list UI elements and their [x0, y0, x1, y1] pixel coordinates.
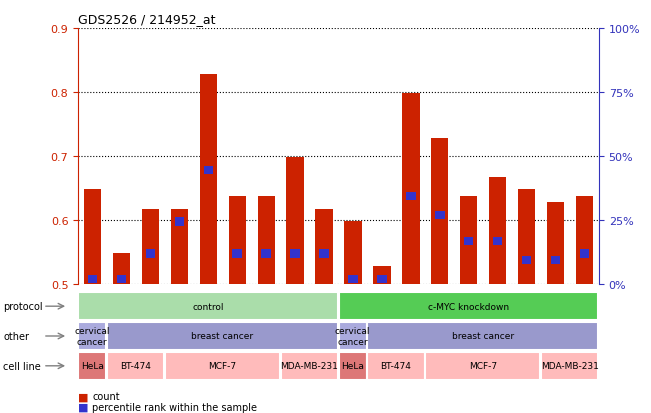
Text: cervical
cancer: cervical cancer [74, 327, 110, 346]
Bar [84, 190, 102, 285]
Text: HeLa: HeLa [341, 361, 364, 370]
Bar [286, 158, 304, 285]
Bar [262, 250, 271, 258]
Bar [431, 139, 449, 285]
Bar [88, 275, 98, 284]
Text: c-MYC knockdown: c-MYC knockdown [428, 302, 509, 311]
Text: MCF-7: MCF-7 [208, 361, 236, 370]
Bar [551, 256, 561, 264]
Bar [174, 218, 184, 226]
Bar [435, 211, 445, 220]
Bar [171, 209, 188, 285]
Bar [200, 75, 217, 285]
Text: other: other [3, 331, 29, 341]
Bar [547, 203, 564, 285]
Bar [406, 192, 415, 201]
Bar [142, 209, 159, 285]
Bar [315, 209, 333, 285]
Text: cervical
cancer: cervical cancer [335, 327, 370, 346]
Text: control: control [192, 302, 224, 311]
Bar [204, 166, 213, 175]
Text: count: count [92, 392, 120, 401]
Text: MDA-MB-231: MDA-MB-231 [281, 361, 339, 370]
Text: ■: ■ [78, 402, 89, 412]
Bar [117, 275, 126, 284]
Bar [232, 250, 242, 258]
Bar [348, 275, 358, 284]
Bar [579, 250, 589, 258]
Text: BT-474: BT-474 [120, 361, 151, 370]
Text: cell line: cell line [3, 361, 41, 371]
Bar [518, 190, 535, 285]
Bar [522, 256, 531, 264]
Text: ■: ■ [78, 392, 89, 401]
Bar [464, 237, 473, 245]
Bar [319, 250, 329, 258]
Text: GDS2526 / 214952_at: GDS2526 / 214952_at [78, 13, 215, 26]
Text: breast cancer: breast cancer [191, 332, 253, 341]
Bar [113, 254, 130, 285]
Bar [344, 222, 362, 285]
Bar [290, 250, 300, 258]
Text: HeLa: HeLa [81, 361, 104, 370]
Bar [377, 275, 387, 284]
Text: BT-474: BT-474 [381, 361, 411, 370]
Bar [258, 196, 275, 285]
Bar [402, 94, 419, 285]
Bar [493, 237, 503, 245]
Text: MCF-7: MCF-7 [469, 361, 497, 370]
Bar [489, 177, 506, 285]
Text: protocol: protocol [3, 301, 43, 311]
Text: MDA-MB-231: MDA-MB-231 [541, 361, 599, 370]
Bar [575, 196, 593, 285]
Bar [229, 196, 246, 285]
Bar [460, 196, 477, 285]
Bar [146, 250, 155, 258]
Bar [373, 267, 391, 285]
Text: breast cancer: breast cancer [452, 332, 514, 341]
Text: percentile rank within the sample: percentile rank within the sample [92, 402, 257, 412]
